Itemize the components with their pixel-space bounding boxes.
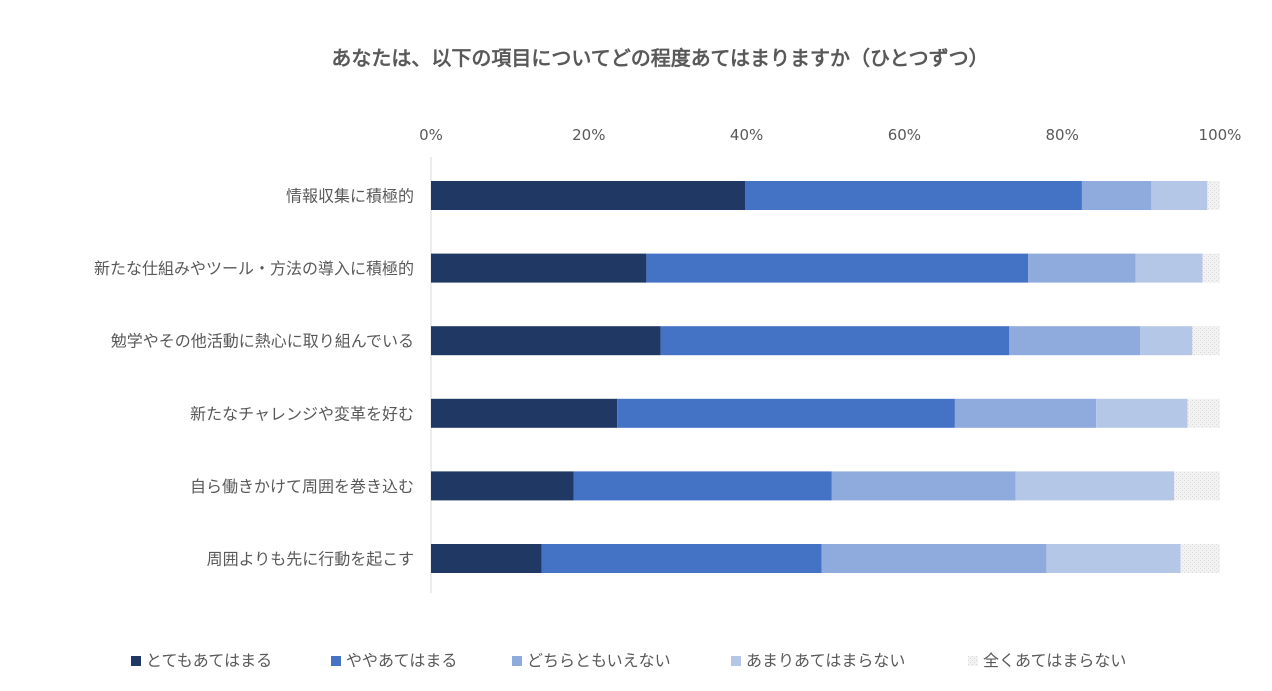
category-labels: 情報収集に積極的新たな仕組みやツール・方法の導入に積極的勉学やその他活動に熱心に… (94, 187, 414, 569)
category-label: 勉学やその他活動に熱心に取り組んでいる (111, 332, 414, 351)
bar-segment (431, 253, 647, 283)
bar-segment (745, 181, 1082, 210)
bar-segment (660, 326, 1010, 356)
legend-swatch (968, 656, 978, 666)
x-tick-label: 40% (730, 126, 763, 144)
bar-segment (1140, 326, 1193, 356)
x-tick-label: 100% (1199, 126, 1242, 144)
x-tick-label: 60% (888, 126, 921, 144)
bar-segment (617, 398, 955, 428)
bar-segment (431, 471, 574, 501)
legend-label: あまりあてはまらない (746, 651, 905, 670)
bar-segment (573, 471, 832, 501)
bar-segment (1015, 471, 1175, 501)
chart-title: あなたは、以下の項目についてどの程度あてはまりますか（ひとつずつ） (331, 46, 988, 70)
bar-segment (431, 544, 542, 573)
bar-segment (431, 326, 661, 356)
bars (431, 181, 1220, 573)
category-label: 新たなチャレンジや変革を好む (190, 404, 414, 423)
bar-segment (954, 398, 1097, 428)
category-label: 自ら働きかけて周囲を巻き込む (190, 477, 414, 496)
bar-segment (431, 398, 618, 428)
legend-label: 全くあてはまらない (983, 651, 1126, 670)
legend-swatch (512, 656, 522, 666)
bar-segment (831, 471, 1016, 501)
bar-segment (1096, 398, 1188, 428)
bar-segment (1151, 181, 1208, 210)
bar-segment (541, 544, 822, 573)
legend-label: ややあてはまる (346, 651, 457, 670)
bar-segment (1046, 544, 1181, 573)
bar-segment (1192, 326, 1220, 356)
legend: とてもあてはまる ややあてはまる どちらともいえない あまりあてはまらない 全くあてはま… (131, 651, 1126, 670)
legend-swatch (331, 656, 341, 666)
category-label: 新たな仕組みやツール・方法の導入に積極的 (94, 259, 414, 278)
bar-segment (1081, 181, 1152, 210)
bar-segment (1009, 326, 1141, 356)
bar-segment (1202, 253, 1220, 283)
bar-segment (1174, 471, 1220, 501)
legend-label: どちらともいえない (527, 651, 671, 670)
category-label: 周囲よりも先に行動を起こす (207, 550, 414, 569)
bar-segment (1207, 181, 1220, 210)
legend-swatch (131, 656, 141, 666)
bar-segment (1187, 398, 1220, 428)
bar-segment (646, 253, 1029, 283)
bar-segment (1180, 544, 1220, 573)
legend-label: とてもあてはまる (146, 651, 272, 670)
bar-segment (1028, 253, 1136, 283)
x-axis-ticks: 0% 20% 40% 60% 80% 100% (419, 126, 1241, 144)
legend-swatch (731, 656, 741, 666)
x-tick-label: 80% (1046, 126, 1079, 144)
category-label: 情報収集に積極的 (286, 187, 414, 206)
bar-segment (821, 544, 1047, 573)
bar-segment (431, 181, 746, 210)
x-tick-label: 0% (419, 126, 443, 144)
x-tick-label: 20% (572, 126, 605, 144)
bar-segment (1135, 253, 1203, 283)
